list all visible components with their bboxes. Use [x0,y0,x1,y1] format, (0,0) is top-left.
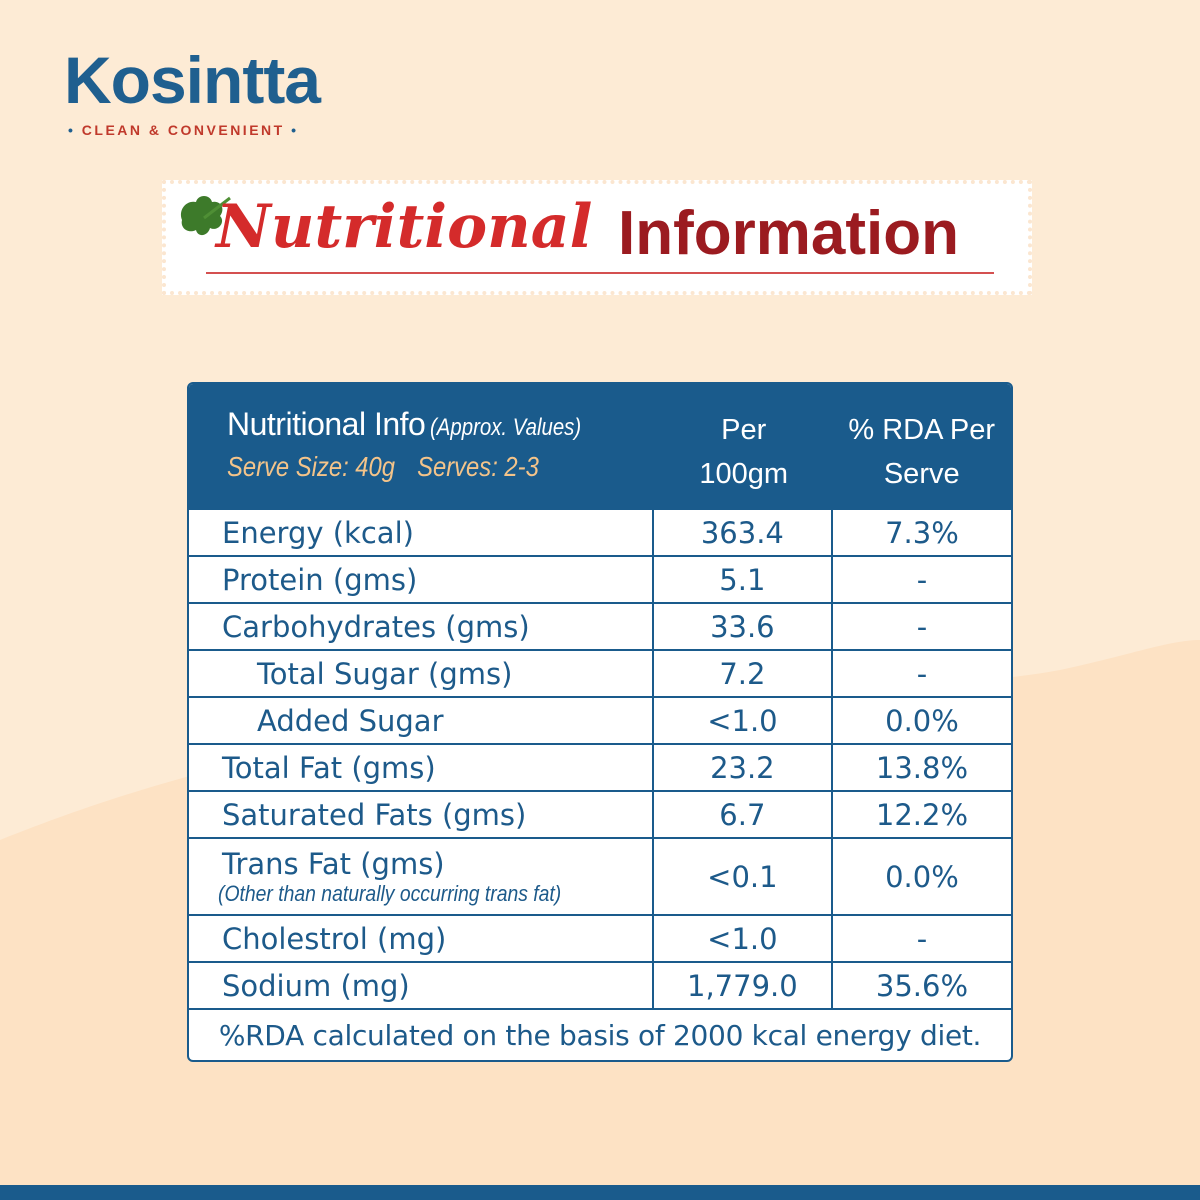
nutrient-name: Sodium (mg) [189,963,654,1008]
per-100gm-value: 6.7 [654,792,833,837]
table-header: Nutritional Info (Approx. Values) Serve … [189,384,1011,508]
table-row: Added Sugar <1.0 0.0% [189,696,1011,743]
table-row: Sodium (mg) 1,779.0 35.6% [189,961,1011,1008]
rda-value: 7.3% [885,515,959,550]
nutrient-name: Protein (gms) [189,557,654,602]
header-rda: % RDA Per Serve [848,414,996,490]
nutrient-name: Total Sugar (gms) [189,651,654,696]
per-100gm-value: <1.0 [654,698,833,743]
table-row: Saturated Fats (gms) 6.7 12.2% [189,790,1011,837]
brand-logo: Kosintta • CLEAN & CONVENIENT • [64,43,321,138]
table-row: Total Fat (gms) 23.2 13.8% [189,743,1011,790]
table-row: Total Sugar (gms) 7.2 - [189,649,1011,696]
header-approx: (Approx. Values) [430,414,582,441]
nutrient-name: Trans Fat (gms) (Other than naturally occ… [189,839,654,914]
banner-title-nutritional: Nutritional [216,192,593,262]
nutrient-name: Carbohydrates (gms) [189,604,654,649]
nutrient-name: Cholestrol (mg) [189,916,654,961]
nutrition-table: Nutritional Info (Approx. Values) Serve … [187,382,1013,1062]
nutrient-name: Saturated Fats (gms) [189,792,654,837]
banner-underline [206,272,994,274]
table-row: Protein (gms) 5.1 - [189,555,1011,602]
serves-count: Serves: 2-3 [417,451,539,482]
nutrient-name: Energy (kcal) [189,510,654,555]
parsley-leaf-icon [180,196,231,236]
table-row: Carbohydrates (gms) 33.6 - [189,602,1011,649]
rda-value: 35.6% [875,968,969,1003]
rda-value: 0.0% [885,859,959,894]
brand-tagline: CLEAN & CONVENIENT [81,122,285,138]
brand-name: Kosintta [64,43,321,117]
rda-value: 12.2% [875,797,969,832]
per-100gm-value: 33.6 [654,604,833,649]
per-100gm-value: 5.1 [654,557,833,602]
bottom-bar [0,1185,1200,1200]
nutrient-name: Total Fat (gms) [189,745,654,790]
rda-value: 13.8% [875,750,969,785]
per-100gm-value: 23.2 [654,745,833,790]
table-footnote: %RDA calculated on the basis of 2000 kca… [189,1008,1011,1060]
title-banner: Nutritional Information [162,180,1032,295]
nutrient-note: (Other than naturally occurring trans fa… [218,880,562,906]
table-row: Trans Fat (gms) (Other than naturally occ… [189,837,1011,914]
serve-size: Serve Size: 40g [227,451,396,482]
table-row: Energy (kcal) 363.4 7.3% [189,508,1011,555]
nutrient-name: Added Sugar [189,698,654,743]
rda-value: - [916,609,928,644]
per-100gm-value: <1.0 [654,916,833,961]
rda-value: 0.0% [885,703,959,738]
rda-value: - [916,562,928,597]
rda-value: - [916,921,928,956]
per-100gm-value: 7.2 [654,651,833,696]
per-100gm-value: 1,779.0 [654,963,833,1008]
rda-value: - [916,656,928,691]
table-row: Cholestrol (mg) <1.0 - [189,914,1011,961]
header-per-100gm: Per 100gm [699,414,789,490]
per-100gm-value: 363.4 [654,510,833,555]
banner-title-information: Information [618,199,959,268]
header-title: Nutritional Info [227,406,426,442]
per-100gm-value: <0.1 [654,839,833,914]
